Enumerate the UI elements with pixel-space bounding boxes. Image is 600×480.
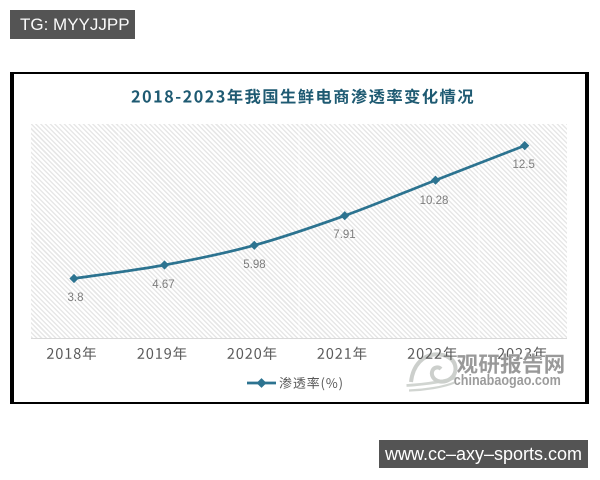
svg-text:chinabaogao.com: chinabaogao.com xyxy=(454,372,561,389)
